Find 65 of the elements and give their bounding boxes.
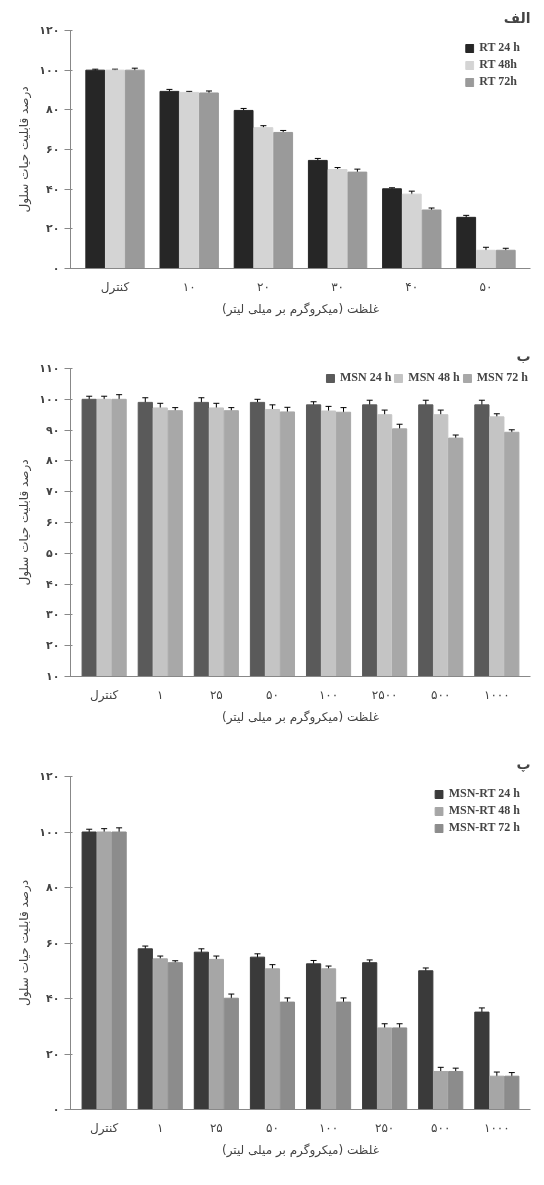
y-tick-label: ۵۰: [46, 546, 60, 560]
legend-label: MSN-RT 48 h: [448, 803, 520, 818]
legend-label: MSN-RT 72 h: [448, 820, 520, 835]
y-tick-label: ۱۲۰: [39, 770, 60, 783]
y-tick-label: ۳۰: [46, 608, 60, 622]
y-tick-label: ۲۰: [46, 1047, 60, 1061]
y-tick-label: ۱۰: [46, 670, 60, 683]
y-tick-label: ۲۰: [46, 222, 60, 236]
chart-title: ب: [516, 347, 531, 364]
legend-label: RT 72h: [479, 74, 517, 89]
y-axis-title: درصد قابلیت حیات سلول: [17, 86, 33, 213]
legend-label: MSN 48 h: [408, 370, 460, 385]
x-tick-label: ۵۰: [266, 687, 279, 702]
x-tick-label: ۲۵۰۰: [371, 687, 398, 702]
x-tick-label: ۲۵: [209, 687, 223, 702]
y-tick-label: ۱۱۰: [39, 362, 60, 375]
x-tick-label: ۱۰: [182, 279, 196, 294]
x-tick-label: ۲۵۰: [374, 1120, 395, 1135]
y-tick-label: ۰: [52, 1103, 60, 1116]
y-tick-label: ۹۰: [46, 423, 60, 437]
y-tick-label: ۱۰۰: [39, 825, 60, 839]
y-tick-label: ۱۰۰: [39, 63, 60, 77]
legend-label: MSN 72 h: [476, 370, 528, 385]
chart-title: الف: [503, 9, 531, 26]
y-tick-label: ۲۰: [46, 639, 60, 653]
y-tick-label: ۷۰: [46, 485, 60, 499]
x-tick-label: ۵۰: [479, 279, 493, 294]
x-tick-label: ۵۰۰: [431, 687, 451, 702]
y-tick-label: ۴۰: [46, 992, 60, 1005]
legend-label: RT 24 h: [479, 40, 520, 55]
x-tick-label: ۵۰: [266, 1120, 279, 1135]
y-tick-label: ۴۰: [46, 182, 60, 196]
y-tick-label: ۰: [52, 262, 60, 275]
y-tick-label: ۴۰: [46, 577, 60, 591]
legend-label: MSN-RT 24 h: [448, 786, 520, 801]
x-tick-label: ۲۵: [209, 1120, 223, 1135]
y-tick-label: ۱۲۰: [39, 24, 60, 37]
x-axis-title: غلظت (میکروگرم بر میلی لیتر): [222, 709, 379, 725]
x-tick-label: ۳۰: [331, 279, 345, 294]
x-tick-label: ۱: [157, 687, 164, 702]
y-tick-label: ۶۰: [46, 516, 60, 529]
x-tick-label: ۱: [157, 1120, 164, 1135]
y-tick-label: ۶۰: [46, 143, 60, 156]
x-axis-title: غلظت (میکروگرم بر میلی لیتر): [222, 301, 379, 317]
x-tick-label: ۱۰۰۰: [483, 1120, 510, 1135]
y-tick-label: ۶۰: [46, 936, 60, 950]
x-tick-label: ۱۰۰۰: [483, 687, 510, 702]
x-axis-title: غلظت (میکروگرم بر میلی لیتر): [222, 1142, 379, 1158]
x-tick-label: ۲۰: [256, 279, 270, 294]
x-tick-label: ۱۰۰: [318, 687, 339, 702]
x-tick-label: کنترل: [90, 687, 119, 703]
legend-label: MSN 24 h: [339, 370, 392, 385]
x-tick-label: کنترل: [100, 279, 130, 295]
y-axis-title: درصد قابلیت حیات سلول: [17, 879, 33, 1007]
chart-title: پ: [516, 755, 531, 773]
legend-label: RT 48h: [479, 57, 517, 72]
y-tick-label: ۸۰: [46, 103, 60, 117]
x-tick-label: ۱۰۰: [318, 1120, 339, 1135]
y-tick-label: ۸۰: [46, 881, 60, 894]
y-axis-title: درصد قابلیت حیات سلول: [17, 459, 33, 586]
y-tick-label: ۸۰: [46, 454, 60, 468]
x-tick-label: کنترل: [90, 1120, 119, 1136]
x-tick-label: ۵۰۰: [431, 1120, 451, 1135]
x-tick-label: ۴۰: [405, 279, 419, 294]
y-tick-label: ۱۰۰: [39, 392, 60, 406]
